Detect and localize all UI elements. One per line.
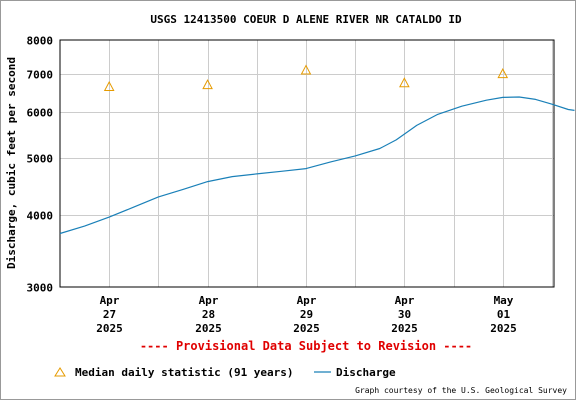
median-marker [399, 77, 410, 88]
graph-credit: Graph courtesy of the U.S. Geological Su… [355, 386, 567, 395]
y-tick-label: 7000 [27, 69, 54, 82]
median-marker [497, 68, 509, 79]
y-axis-ticks: 3000 4000 5000 6000 7000 8000 [27, 35, 54, 295]
legend-median-label: Median daily statistic (91 years) [75, 366, 294, 379]
provisional-notice: ---- Provisional Data Subject to Revisio… [140, 339, 472, 353]
legend-median-triangle-icon [54, 367, 66, 377]
x-tick-label: 2025 [490, 322, 517, 335]
x-tick-label: 2025 [96, 322, 123, 335]
x-tick-label: 29 [300, 308, 313, 321]
x-tick-label: Apr [199, 294, 219, 307]
median-marker [202, 79, 213, 90]
grid [60, 40, 554, 287]
y-tick-label: 6000 [27, 107, 54, 120]
plot-area-border [59, 39, 555, 288]
x-axis-ticks: Apr272025Apr282025Apr292025Apr302025May0… [96, 294, 517, 335]
x-tick-label: Apr [395, 294, 415, 307]
x-tick-label: 2025 [391, 322, 418, 335]
x-tick-label: 2025 [293, 322, 320, 335]
data-series [59, 64, 575, 235]
median-marker [300, 64, 312, 75]
x-tick-label: Apr [100, 294, 120, 307]
y-tick-label: 4000 [27, 210, 54, 223]
x-tick-label: May [494, 294, 514, 307]
chart-title: USGS 12413500 COEUR D ALENE RIVER NR CAT… [150, 13, 462, 26]
x-tick-label: 30 [398, 308, 411, 321]
x-tick-label: 27 [103, 308, 116, 321]
x-tick-label: Apr [297, 294, 317, 307]
y-tick-label: 8000 [27, 35, 54, 48]
legend-discharge-label: Discharge [336, 366, 396, 379]
y-tick-label: 3000 [27, 282, 54, 295]
x-tick-label: 2025 [195, 322, 222, 335]
median-marker [103, 80, 115, 92]
discharge-line [59, 96, 575, 235]
x-tick-label: 28 [202, 308, 215, 321]
y-axis-label: Discharge, cubic feet per second [5, 57, 18, 269]
y-tick-label: 5000 [27, 153, 54, 166]
x-tick-label: 01 [497, 308, 511, 321]
